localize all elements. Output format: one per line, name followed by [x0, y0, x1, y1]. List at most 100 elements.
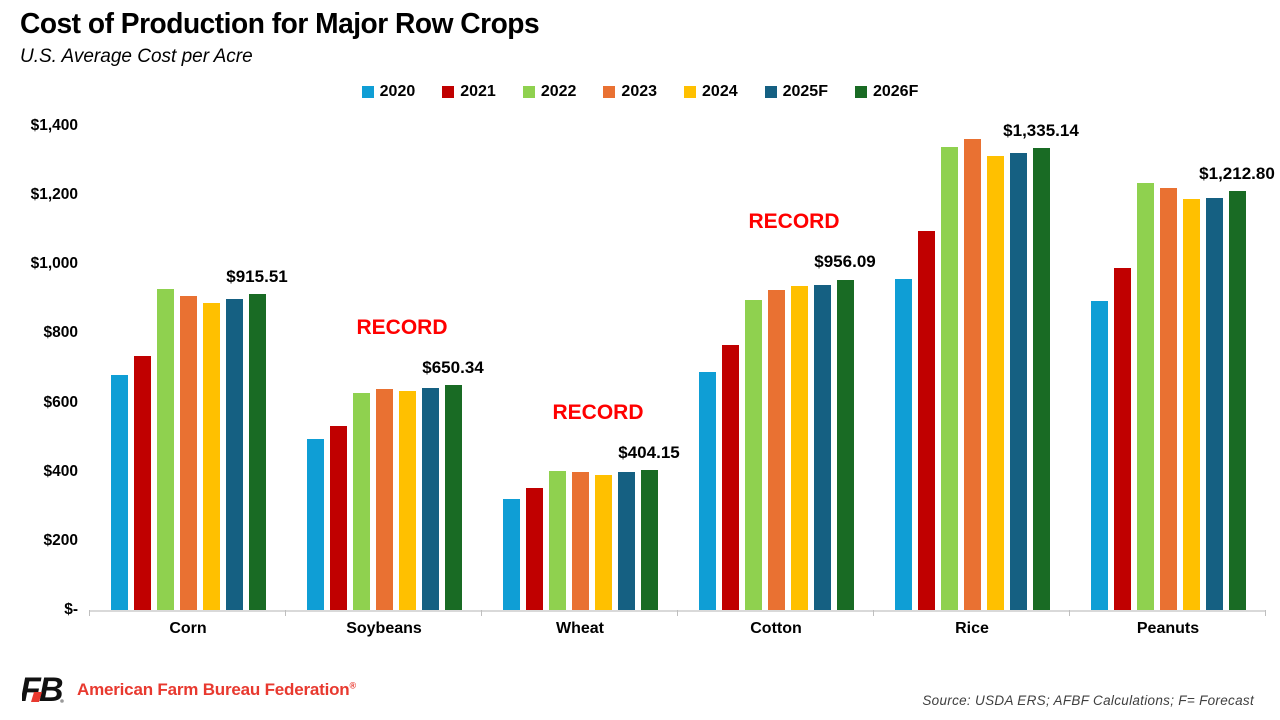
legend-item-2022: 2022: [522, 83, 577, 101]
x-axis-tick: [872, 610, 874, 616]
value-label-cotton: $956.09: [814, 252, 876, 272]
x-axis-label-corn: Corn: [169, 620, 207, 637]
bar-rice-2020: [894, 278, 912, 610]
bar-soybeans-2025f: [421, 388, 439, 610]
bar-group-cotton: $956.09 RECORD Cotton: [678, 126, 876, 637]
source-note: Source: USDA ERS; AFBF Calculations; F= …: [922, 693, 1254, 708]
bar-peanuts-2022: [1136, 183, 1154, 610]
y-axis-tick-label: $400: [43, 462, 78, 480]
value-label-wheat: $404.15: [618, 443, 680, 463]
bar-rice-2022: [940, 146, 958, 610]
plot-area: $915.51 Corn $650.34 RECORD Soybeans $404.15 R…: [89, 121, 1275, 637]
bar-cotton-2023: [767, 289, 785, 610]
bar-corn-2022: [156, 288, 174, 610]
legend-item-2020: 2020: [361, 83, 415, 101]
y-axis-tick-label: $1,000: [30, 255, 78, 273]
bar-rice-2026f: [1032, 148, 1050, 610]
record-annotation-soybeans: RECORD: [356, 316, 448, 340]
bar-group-wheat: $404.15 RECORD Wheat: [482, 126, 680, 637]
x-axis-label-wheat: Wheat: [556, 620, 604, 637]
value-label-corn: $915.51: [226, 266, 288, 286]
bar-soybeans-2021: [329, 425, 347, 610]
bar-rice-2025f: [1009, 153, 1027, 610]
registered-mark: ®: [349, 680, 357, 691]
y-axis-tick-label: $1,400: [30, 117, 78, 134]
brand-name: American Farm Bureau Federation®: [77, 680, 356, 700]
bar-cotton-2026f: [836, 279, 854, 610]
x-axis-label-cotton: Cotton: [750, 620, 802, 637]
x-axis-tick: [1069, 610, 1070, 616]
value-label-rice: $1,335.14: [1003, 121, 1079, 141]
x-axis-tick: [677, 610, 678, 616]
bar-soybeans-2026f: [444, 385, 462, 610]
bar-corn-2023: [179, 296, 197, 610]
y-axis-tick-label: $800: [43, 324, 78, 342]
legend-label: 2026F: [872, 83, 919, 100]
legend-swatch-icon: [522, 86, 535, 98]
bar-soybeans-2020: [306, 439, 324, 610]
bar-wheat-2022: [548, 471, 566, 610]
bar-corn-2021: [133, 355, 151, 610]
bar-cotton-2020: [698, 372, 716, 610]
bar-wheat-2025f: [617, 472, 635, 610]
y-axis-tick-label: $-: [64, 601, 78, 618]
legend-swatch-icon: [854, 86, 867, 98]
x-axis-label-peanuts: Peanuts: [1136, 620, 1200, 637]
bar-soybeans-2022: [352, 392, 370, 610]
x-axis-tick: [284, 610, 286, 616]
bar-rice-2023: [963, 139, 981, 610]
x-axis-label-rice: Rice: [955, 620, 989, 637]
bar-wheat-2024: [594, 474, 612, 610]
bar-cotton-2022: [744, 299, 762, 610]
y-axis-tick-label: $600: [43, 393, 78, 411]
bar-cotton-2025f: [813, 284, 831, 610]
legend-swatch-icon: [442, 86, 455, 98]
record-annotation-cotton: RECORD: [748, 210, 840, 234]
bar-group-rice: $1,335.14 Rice: [874, 121, 1079, 637]
bar-cotton-2024: [790, 285, 808, 610]
page-title: Cost of Production for Major Row Crops: [20, 8, 540, 40]
legend-item-2021: 2021: [442, 83, 496, 101]
legend-item-2026f: 2026F: [854, 83, 919, 101]
chart-subtitle: U.S. Average Cost per Acre: [20, 46, 253, 67]
bar-peanuts-2020: [1090, 300, 1108, 610]
bar-wheat-2020: [502, 499, 520, 610]
bar-cotton-2021: [721, 344, 739, 610]
y-axis-tick-label: $200: [43, 531, 78, 549]
bar-rice-2021: [917, 231, 935, 610]
bar-corn-2020: [110, 374, 128, 610]
bar-group-peanuts: $1,212.80 Peanuts: [1070, 126, 1275, 637]
x-axis-tick: [480, 610, 482, 616]
legend-swatch-icon: [764, 86, 777, 98]
svg-text:B: B: [39, 674, 64, 706]
y-axis-tick-label: $1,200: [30, 186, 78, 204]
legend-label: 2021: [460, 83, 496, 100]
afbf-logo-icon: F B: [22, 674, 64, 706]
footer: F B American Farm Bureau Federation® Sou…: [0, 662, 1280, 720]
legend-swatch-icon: [603, 86, 616, 98]
record-annotation-wheat: RECORD: [552, 401, 644, 425]
chart-legend: 2020 2021 2022 2023 2024 2025F 2026F: [0, 83, 1280, 101]
bar-peanuts-2026f: [1228, 190, 1246, 610]
bar-peanuts-2024: [1182, 199, 1200, 610]
bar-wheat-2021: [525, 488, 543, 610]
bar-peanuts-2021: [1113, 267, 1131, 610]
legend-item-2025f: 2025F: [764, 83, 828, 101]
x-axis-tick: [1265, 610, 1266, 616]
y-axis: $1,400 $1,200 $1,000 $800 $600 $400 $200 $-: [0, 117, 78, 618]
x-axis-tick: [89, 610, 90, 616]
legend-label: 2024: [702, 83, 738, 100]
legend-label: 2022: [540, 83, 577, 100]
legend-item-2023: 2023: [603, 83, 657, 101]
bar-soybeans-2024: [398, 390, 416, 610]
bar-corn-2026f: [248, 293, 266, 610]
value-label-peanuts: $1,212.80: [1199, 163, 1275, 183]
bar-corn-2025f: [225, 298, 243, 610]
bar-corn-2024: [202, 303, 220, 610]
legend-swatch-icon: [361, 86, 374, 98]
value-label-soybeans: $650.34: [422, 358, 484, 378]
bar-wheat-2026f: [640, 470, 658, 610]
legend-swatch-icon: [684, 86, 697, 98]
bar-peanuts-2023: [1159, 187, 1177, 610]
